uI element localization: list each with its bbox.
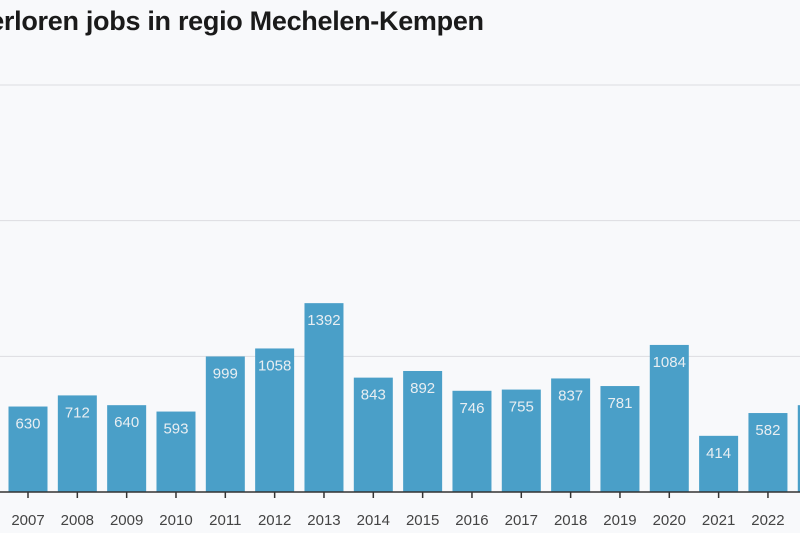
- x-tick-label: 2016: [455, 512, 488, 529]
- bar: [353, 377, 393, 492]
- bar: [699, 435, 739, 492]
- x-tick-label: 2012: [258, 512, 291, 529]
- bar: [501, 389, 541, 492]
- bar: [205, 356, 245, 492]
- data-label: 843: [361, 387, 386, 404]
- data-label: 630: [15, 416, 40, 433]
- bar: [797, 405, 800, 492]
- bar: [107, 405, 147, 492]
- x-tick-label: 2017: [505, 512, 538, 529]
- bar: [255, 348, 295, 492]
- bar: [551, 378, 591, 492]
- data-label: 781: [607, 395, 632, 412]
- data-label: 755: [509, 399, 534, 416]
- x-tick-label: 2020: [653, 512, 686, 529]
- data-label: 1084: [653, 354, 686, 371]
- bar: [600, 386, 640, 492]
- data-label: 999: [213, 365, 238, 382]
- x-tick-label: 2021: [702, 512, 735, 529]
- data-label: 1058: [258, 357, 291, 374]
- bar: [748, 413, 788, 492]
- chart-title: Verloren jobs in regio Mechelen-Kempen: [0, 6, 484, 36]
- data-label: 640: [114, 414, 139, 431]
- x-tick-label: 2010: [159, 512, 192, 529]
- bar: [156, 411, 196, 492]
- data-label: 414: [706, 445, 731, 462]
- x-tick-label: 2011: [209, 512, 241, 529]
- x-tick-label: 2015: [406, 512, 439, 529]
- data-label: 1392: [307, 312, 340, 329]
- bar: [649, 344, 689, 492]
- data-label: 746: [459, 400, 484, 417]
- bar: [304, 303, 344, 492]
- x-tick-label: 2013: [307, 512, 340, 529]
- data-label: 837: [558, 387, 583, 404]
- x-tick-label: 2022: [751, 512, 784, 529]
- bar: [403, 370, 443, 492]
- data-label: 892: [410, 380, 435, 397]
- bar: [8, 406, 48, 492]
- x-tick-label: 2019: [603, 512, 636, 529]
- data-label: 712: [65, 404, 90, 421]
- x-tick-label: 2014: [357, 512, 390, 529]
- x-tick-label: 2007: [11, 512, 44, 529]
- x-tick-label: 2008: [61, 512, 94, 529]
- bar: [452, 390, 492, 492]
- data-label: 593: [163, 421, 188, 438]
- data-label: 582: [755, 422, 780, 439]
- x-tick-label: 2018: [554, 512, 587, 529]
- x-tick-label: 2009: [110, 512, 143, 529]
- bar: [57, 395, 97, 492]
